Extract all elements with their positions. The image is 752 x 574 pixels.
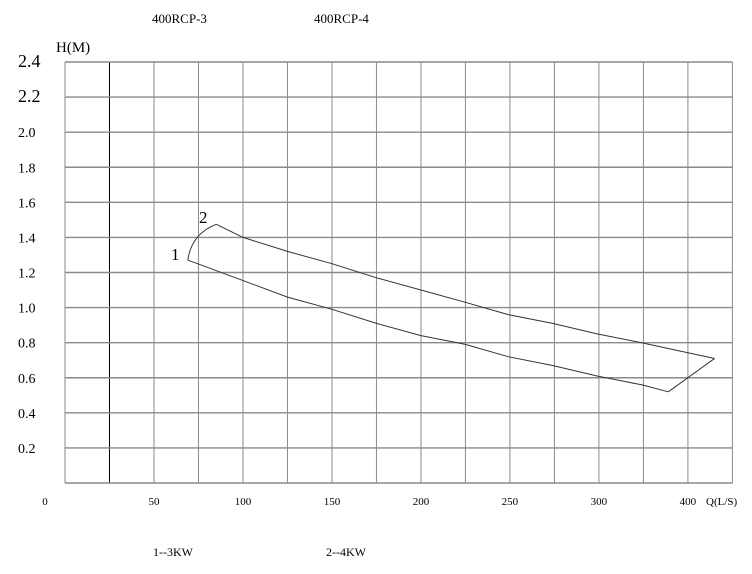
curve-2 xyxy=(216,223,715,359)
x-axis-label: Q(L/S) xyxy=(706,496,738,508)
y-tick-label: 0.4 xyxy=(18,407,36,422)
legend-item-2: 2--4KW xyxy=(326,545,367,559)
x-tick-label: 250 xyxy=(502,496,519,508)
y-tick-label: 1.0 xyxy=(18,302,36,317)
legend-item-1: 1--3KW xyxy=(153,545,194,559)
boundary-arc xyxy=(187,223,217,261)
y-tick-label: 1.6 xyxy=(18,196,36,211)
x-tick-label: 0 xyxy=(42,496,48,508)
curve-1 xyxy=(187,259,669,393)
curve-label-1: 1 xyxy=(171,245,180,264)
x-tick-label: 50 xyxy=(148,496,160,508)
y-tick-label: 1.2 xyxy=(18,267,36,282)
x-tick-label: 400 xyxy=(680,496,697,508)
x-tick-label: 300 xyxy=(591,496,608,508)
x-tick-label: 100 xyxy=(235,496,252,508)
y-tick-label: 0.6 xyxy=(18,372,36,387)
y-tick-label: 1.8 xyxy=(18,161,36,176)
y-tick-label: 0.8 xyxy=(18,337,36,352)
model-label-2: 400RCP-4 xyxy=(314,11,369,26)
x-tick-label: 200 xyxy=(413,496,430,508)
y-tick-label: 2.2 xyxy=(18,86,41,106)
boundary-right xyxy=(668,358,715,393)
y-axis-label: H(M) xyxy=(56,40,90,56)
x-tick-label: 150 xyxy=(324,496,341,508)
model-label-1: 400RCP-3 xyxy=(152,11,207,26)
y-tick-label: 1.4 xyxy=(18,231,36,246)
y-tick-label: 2.0 xyxy=(18,126,36,141)
grid xyxy=(64,61,733,484)
y-tick-label: 2.4 xyxy=(18,51,41,71)
labels: 2.4 2.2 2.0 1.8 1.6 1.4 1.2 1.0 0.8 0.6 0.4 0.2 0 50 1… xyxy=(18,51,697,508)
y-tick-label: 0.2 xyxy=(18,442,36,457)
curves xyxy=(187,223,715,393)
curve-label-2: 2 xyxy=(199,208,208,227)
